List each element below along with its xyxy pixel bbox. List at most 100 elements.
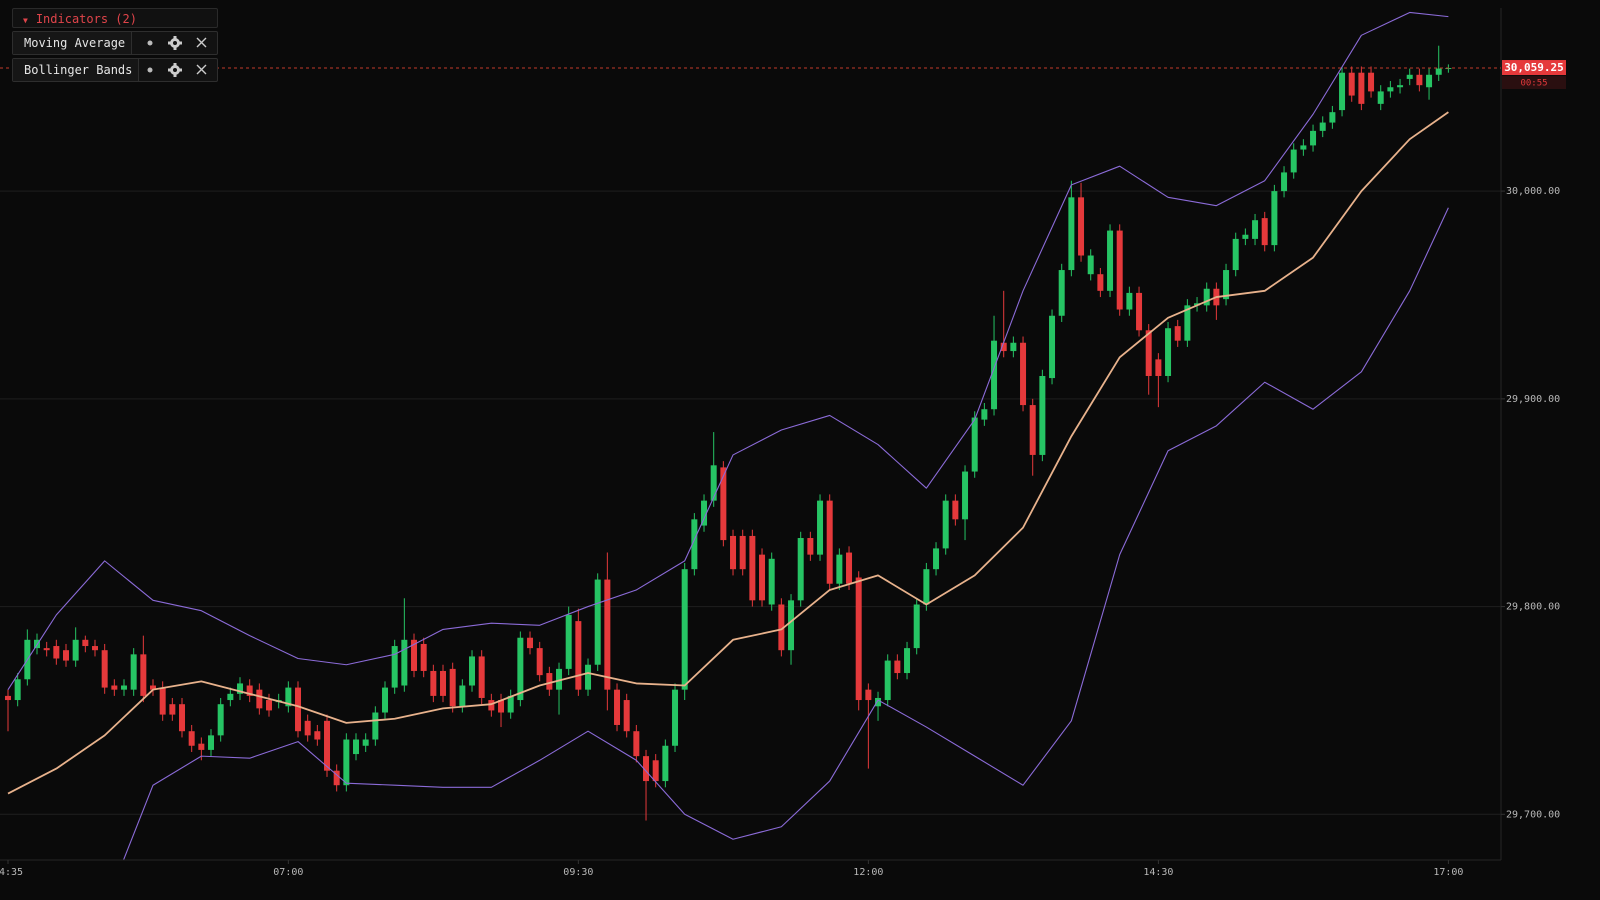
candle-body (372, 712, 379, 740)
candle-body (1242, 234, 1249, 239)
candle-body (159, 687, 166, 715)
y-tick-label: 29,700.00 (1506, 809, 1560, 820)
candle-body (942, 500, 949, 549)
candle-body (295, 687, 302, 732)
visibility-icon[interactable] (147, 40, 153, 46)
candle-body (952, 500, 959, 520)
candle-body (266, 700, 273, 711)
candle-body (1368, 72, 1375, 92)
panel-title: Indicators (2) (35, 12, 137, 26)
candle-body (208, 735, 215, 750)
candle-body (111, 685, 118, 690)
candle-body (1261, 218, 1268, 246)
candle-body (1252, 220, 1259, 239)
candle-body (324, 720, 331, 771)
candle-body (585, 664, 592, 690)
candle-body (1155, 359, 1162, 376)
candle-body (1010, 342, 1017, 352)
candle-body (217, 704, 224, 736)
x-tick-label: 09:30 (563, 867, 593, 878)
candle-body (179, 704, 186, 732)
candle-body (82, 639, 89, 647)
candle-body (121, 685, 128, 690)
x-tick-label: 14:30 (1143, 867, 1173, 878)
candle-body (1184, 305, 1191, 341)
candle-body (140, 654, 147, 696)
candle-body (1000, 342, 1007, 352)
candle-body (652, 760, 659, 782)
candle-body (237, 683, 244, 694)
candle-body (1426, 74, 1433, 88)
candle-body (739, 535, 746, 570)
remove-icon[interactable] (196, 64, 207, 75)
candle-body (227, 693, 234, 701)
candle-body (14, 679, 21, 701)
candle-body (768, 558, 775, 605)
candle-body (382, 687, 389, 713)
indicator-line (7, 11, 1449, 690)
indicator-icons (147, 36, 207, 50)
x-tick-label: 07:00 (273, 867, 303, 878)
candle-body (778, 604, 785, 651)
candle-body (933, 548, 940, 570)
candle-body (401, 639, 408, 686)
candle-body (440, 670, 447, 696)
candle-body (246, 685, 253, 696)
candle-body (1194, 303, 1201, 306)
y-tick-label: 29,900.00 (1506, 394, 1560, 405)
candle-body (923, 569, 930, 605)
candle-body (314, 731, 321, 740)
x-tick-label: 17:00 (1433, 867, 1463, 878)
settings-icon[interactable] (168, 63, 182, 77)
candle-body (43, 648, 50, 651)
candle-body (759, 554, 766, 601)
candle-body (1058, 270, 1065, 316)
countdown: 00:55 (1520, 79, 1547, 89)
candle-body (101, 650, 108, 688)
candle-body (1165, 328, 1172, 376)
x-tick-label: 12:00 (853, 867, 883, 878)
candle-body (797, 538, 804, 601)
candle-body (536, 648, 543, 676)
candle-body (343, 739, 350, 786)
candle-body (1397, 85, 1404, 88)
candle-body (304, 720, 311, 736)
indicator-name[interactable]: Moving Average (13, 32, 133, 54)
candle-body (63, 650, 70, 661)
candle-body (749, 535, 756, 601)
candle-body (614, 689, 621, 725)
candle-body (459, 685, 466, 707)
candle-body (469, 656, 476, 686)
y-tick-label: 29,800.00 (1506, 602, 1560, 613)
price-label: 30,059.25 (1504, 61, 1564, 74)
candle-body (1097, 274, 1104, 291)
remove-icon[interactable] (196, 37, 207, 48)
candle-body (594, 579, 601, 665)
indicator-name[interactable]: Bollinger Bands (13, 59, 140, 81)
candle-body (788, 600, 795, 651)
candle-body (855, 577, 862, 701)
panel-header[interactable]: ▼ Indicators (2) (12, 8, 218, 28)
candle-body (92, 646, 99, 651)
candle-body (449, 668, 456, 707)
candle-body (1039, 375, 1046, 455)
candle-body (1223, 270, 1230, 300)
candle-body (498, 700, 505, 713)
candle-body (507, 695, 514, 713)
candle-body (198, 743, 205, 750)
settings-icon[interactable] (168, 36, 182, 50)
candle-body (1319, 122, 1326, 131)
visibility-icon[interactable] (147, 67, 153, 73)
plot-area (5, 11, 1452, 860)
candle-body (991, 340, 998, 410)
grid (0, 190, 1501, 815)
candle-body (633, 731, 640, 757)
candle-body (904, 648, 911, 674)
candle-body (662, 745, 669, 782)
candle-body (1348, 72, 1355, 96)
candle-body (565, 614, 572, 669)
collapse-arrow: ▼ (23, 16, 28, 25)
candle-body (1126, 292, 1133, 310)
candle-body (1387, 87, 1394, 92)
indicator-panel: ▼ Indicators (2) Moving Average Bollinger… (12, 8, 218, 82)
